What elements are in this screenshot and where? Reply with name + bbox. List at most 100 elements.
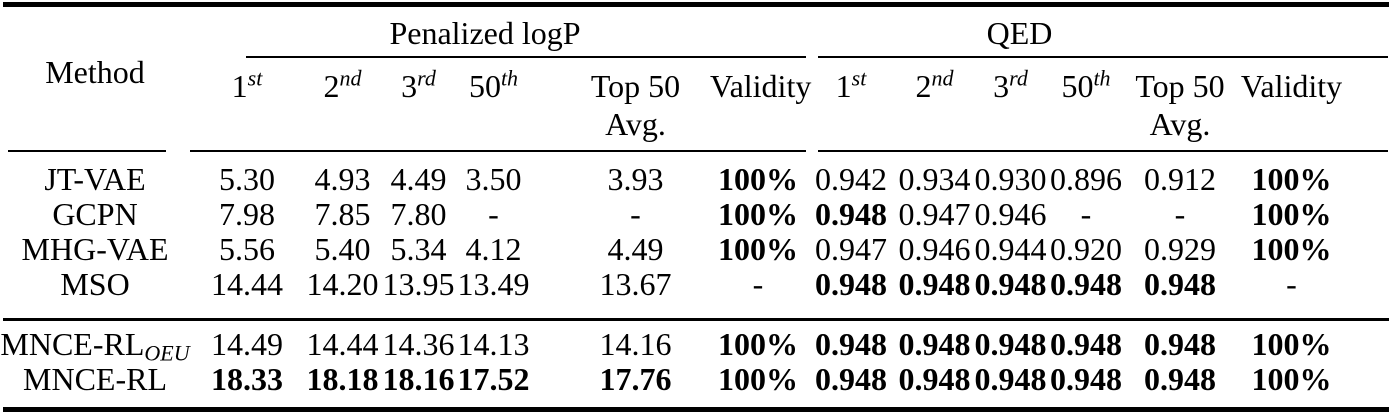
cell-value: - [1080, 196, 1092, 232]
mid-rule [3, 318, 1389, 321]
cell-validity: - [752, 266, 764, 302]
rank-base: 1 [835, 68, 852, 104]
rank-sup: nd [339, 65, 362, 91]
cell-value: - [488, 196, 499, 232]
logp-col-header-2nd: 2nd [304, 58, 381, 152]
cell-value: 0.948 [898, 266, 971, 302]
qed-col-header-3rd: 3rd [973, 58, 1048, 152]
rank-base: 50 [1061, 68, 1094, 104]
method-label: GCPN [52, 196, 138, 232]
cell-method: JT-VAE [0, 162, 190, 197]
rank-sup: th [1093, 65, 1111, 91]
cell-value: 0.930 [974, 161, 1047, 197]
cell-value: 14.16 [599, 326, 672, 362]
rank-sup: st [247, 65, 263, 91]
cell-value: 18.18 [306, 361, 379, 397]
cell-value: 18.33 [211, 361, 283, 397]
cell-value: 0.947 [815, 231, 887, 267]
cell-value: 17.76 [599, 361, 672, 397]
cell-method: MNCE-RLOEU [0, 327, 190, 365]
cell-value: 0.948 [974, 266, 1047, 302]
cell-value: 0.948 [1050, 266, 1122, 302]
cell-value: 3.93 [607, 161, 664, 197]
cell-value: 7.80 [390, 196, 447, 232]
qed-col-header-50th: 50th [1048, 58, 1124, 152]
cell-validity: 100% [1251, 231, 1332, 267]
cell-method: MSO [0, 267, 190, 302]
cell-validity: 100% [1251, 326, 1332, 362]
cell-validity: 100% [1251, 196, 1332, 232]
method-label: JT-VAE [44, 161, 146, 197]
cell-value: 14.36 [382, 326, 455, 362]
method-label: MHG-VAE [21, 231, 169, 267]
cell-value: 0.948 [1144, 361, 1216, 397]
cell-value: 0.948 [1144, 266, 1216, 302]
header-separator-method [8, 150, 166, 152]
cell-method: MNCE-RL [0, 362, 190, 397]
cell-value: 0.929 [1144, 231, 1216, 267]
bottom-rule [3, 407, 1389, 412]
cell-method: MHG-VAE [0, 232, 190, 267]
cell-validity: 100% [718, 231, 798, 267]
cell-value: 4.49 [390, 161, 447, 197]
cell-value: 0.946 [898, 231, 971, 267]
cell-value: 4.49 [607, 231, 664, 267]
cell-value: 0.934 [898, 161, 971, 197]
rank-sup: rd [417, 65, 436, 91]
cell-value: 5.40 [314, 231, 371, 267]
cell-value: 0.948 [898, 326, 971, 362]
top50-line1: Top 50 [1135, 68, 1225, 104]
table-body-proposed: MNCE-RLOEU 14.49 14.44 14.36 14.13 14.16 100% 0… [0, 327, 1347, 397]
qed-col-header-validity: Validity [1240, 68, 1343, 104]
cell-value: 14.49 [211, 326, 283, 362]
rank-base: 50 [468, 68, 501, 104]
cell-value: 5.34 [390, 231, 447, 267]
cell-value: 0.948 [815, 326, 887, 362]
method-subscript: OEU [144, 340, 190, 366]
cell-value: 0.920 [1050, 231, 1122, 267]
header-separator-qed [818, 150, 1388, 152]
table-row: JT-VAE 5.30 4.93 4.49 3.50 3.93 100% 0.942 0.934… [0, 162, 1347, 197]
cell-value: 3.50 [465, 161, 522, 197]
cell-value: 0.947 [898, 196, 971, 232]
top-rule [3, 2, 1389, 7]
rank-base: 2 [323, 68, 340, 104]
cell-value: 0.948 [974, 361, 1047, 397]
cell-value: 0.942 [815, 161, 887, 197]
logp-col-header-50th: 50th [456, 58, 531, 152]
cell-value: 0.948 [815, 196, 887, 232]
top50-line2: Avg. [1149, 106, 1211, 142]
table-row: GCPN 7.98 7.85 7.80- -100% 0.948 0.947 0.946- -1… [0, 197, 1347, 232]
cell-value: 0.948 [815, 266, 887, 302]
cell-value: 0.948 [1050, 326, 1122, 362]
cell-value: 0.944 [974, 231, 1047, 267]
method-column-header: Method [45, 53, 145, 90]
cell-value: 0.948 [1050, 361, 1122, 397]
cell-value: 5.56 [219, 231, 275, 267]
qed-col-header-2nd: 2nd [896, 58, 973, 152]
group-header-qed: QED [986, 15, 1053, 51]
table-row: MNCE-RL 18.33 18.18 18.16 17.52 17.76 100% 0.94… [0, 362, 1347, 397]
qed-col-header-top50-avg: Top 50 Avg. [1124, 58, 1236, 152]
cell-value: 0.948 [815, 361, 887, 397]
group-header-penalized-logp: Penalized logP [389, 15, 581, 51]
cell-value: - [630, 196, 641, 232]
cmidrule-penalized-logp [246, 56, 806, 58]
cell-validity: 100% [1251, 361, 1332, 397]
cell-value: 17.52 [457, 361, 530, 397]
top50-line2: Avg. [605, 106, 666, 142]
table-body-baselines: JT-VAE 5.30 4.93 4.49 3.50 3.93 100% 0.942 0.934… [0, 162, 1347, 302]
method-label: MSO [60, 266, 130, 302]
rank-base: 3 [993, 68, 1010, 104]
cell-validity: 100% [1251, 161, 1332, 197]
cell-validity: 100% [718, 361, 798, 397]
cell-value: 0.946 [974, 196, 1047, 232]
cell-value: 0.948 [1144, 326, 1216, 362]
rank-sup: rd [1009, 65, 1028, 91]
table-header: Method Penalized logP QED 1st 2nd 3rd 50… [0, 8, 1347, 152]
cell-value: 13.95 [382, 266, 455, 302]
cell-value: 14.44 [306, 326, 379, 362]
logp-col-header-validity: Validity [710, 68, 812, 104]
logp-col-header-3rd: 3rd [381, 58, 456, 152]
